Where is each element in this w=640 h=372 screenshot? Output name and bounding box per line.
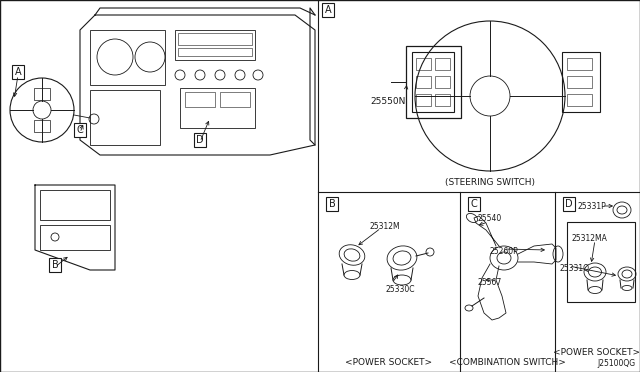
Text: D: D: [196, 135, 204, 145]
Bar: [40, 190, 110, 220]
Text: <COMBINATION SWITCH>: <COMBINATION SWITCH>: [449, 358, 565, 367]
Text: C: C: [470, 199, 477, 209]
Bar: [412, 52, 454, 112]
Bar: [90, 90, 160, 145]
Text: 25260P: 25260P: [490, 247, 519, 256]
Bar: [567, 76, 592, 88]
Bar: [416, 58, 431, 70]
Bar: [40, 225, 110, 250]
Text: 25567: 25567: [478, 278, 502, 287]
Bar: [175, 30, 255, 60]
Text: J25100QG: J25100QG: [598, 359, 636, 368]
Bar: [435, 58, 450, 70]
Text: B: B: [52, 260, 58, 270]
Text: 25330C: 25330C: [385, 285, 415, 294]
Bar: [435, 76, 450, 88]
Text: 25540: 25540: [478, 214, 502, 223]
Text: 25312MA: 25312MA: [571, 234, 607, 243]
Bar: [416, 76, 431, 88]
Text: <POWER SOCKET>: <POWER SOCKET>: [554, 348, 640, 357]
Text: A: A: [15, 67, 21, 77]
Bar: [567, 58, 592, 70]
Bar: [34, 120, 50, 132]
Bar: [435, 94, 450, 106]
Text: A: A: [324, 5, 332, 15]
Text: 25312M: 25312M: [370, 222, 401, 231]
Bar: [567, 222, 635, 302]
Text: <POWER SOCKET>: <POWER SOCKET>: [346, 358, 433, 367]
Bar: [178, 48, 252, 56]
Bar: [562, 52, 600, 112]
Bar: [180, 88, 255, 128]
Bar: [406, 46, 461, 118]
Text: C: C: [77, 125, 83, 135]
Text: B: B: [328, 199, 335, 209]
Text: 25331P: 25331P: [578, 202, 607, 211]
Text: (STEERING SWITCH): (STEERING SWITCH): [445, 178, 535, 187]
Bar: [567, 94, 592, 106]
Text: 25331Q: 25331Q: [559, 264, 589, 273]
Bar: [220, 92, 250, 107]
Bar: [90, 30, 165, 85]
Bar: [185, 92, 215, 107]
Text: 25550N: 25550N: [370, 97, 405, 106]
Text: D: D: [565, 199, 573, 209]
Bar: [34, 88, 50, 100]
Bar: [416, 94, 431, 106]
Bar: [178, 33, 252, 45]
